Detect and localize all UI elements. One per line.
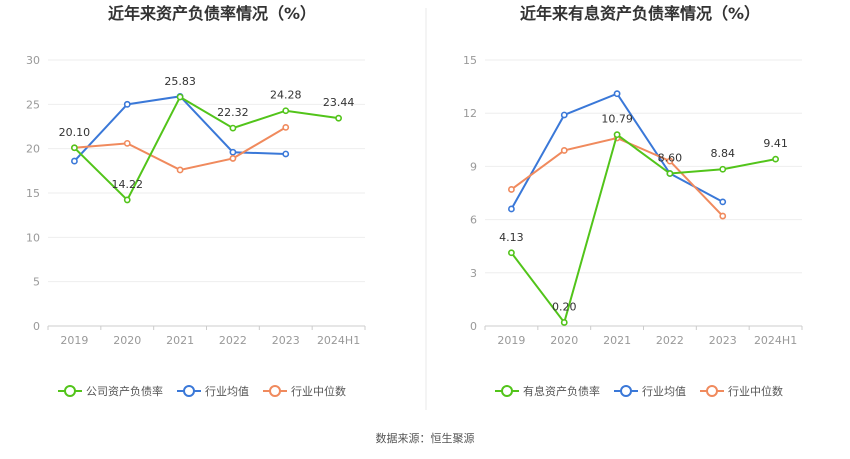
legend-label: 行业均值	[642, 385, 686, 398]
x-tick-label: 2023	[272, 334, 300, 347]
data-point	[229, 155, 237, 162]
x-tick-label: 2024H1	[317, 334, 360, 347]
data-point	[772, 155, 779, 163]
data-point	[229, 148, 237, 156]
y-tick-label: 25	[26, 98, 40, 111]
data-point	[123, 100, 131, 108]
legend-label: 公司资产负债率	[86, 384, 163, 398]
interest-debt-ratio-chart: 近年来有息资产负债率情况（%） 0 3 6 9 12 15 2019 2020 2021 2022 2…	[463, 4, 803, 398]
legend-marker	[64, 385, 76, 397]
data-label: 14.22	[112, 178, 144, 191]
legend-marker	[706, 385, 718, 397]
data-point	[508, 186, 515, 193]
data-point	[719, 212, 727, 220]
data-label: 24.28	[270, 89, 302, 102]
legend-marker	[183, 385, 195, 397]
x-tick-label: 2023	[709, 334, 737, 347]
data-point	[282, 107, 290, 115]
series-line	[73, 95, 339, 202]
legend-marker	[269, 385, 281, 397]
x-tick-label: 2021	[603, 334, 631, 347]
legend-item[interactable]: 行业均值	[177, 385, 249, 398]
data-point	[335, 114, 342, 122]
y-tick-label: 9	[470, 160, 477, 173]
data-point	[560, 147, 568, 154]
legend-marker	[501, 385, 513, 397]
legend-item[interactable]: 行业中位数	[263, 384, 346, 398]
series-line	[510, 136, 724, 217]
legend-label: 行业中位数	[291, 384, 346, 398]
x-tick-label: 2019	[60, 334, 88, 347]
data-point	[613, 131, 621, 139]
source-note: 数据来源：恒生聚源	[376, 431, 475, 445]
legend-item[interactable]: 有息资产负债率	[495, 384, 600, 398]
legend-item[interactable]: 行业均值	[614, 385, 686, 398]
data-point	[176, 93, 184, 101]
legend-item[interactable]: 行业中位数	[700, 384, 783, 398]
data-point	[560, 111, 568, 119]
y-tick-label: 15	[26, 187, 40, 200]
data-point	[282, 123, 290, 131]
chart-title: 近年来资产负债率情况（%）	[108, 4, 316, 23]
data-point	[666, 170, 674, 177]
series-line	[73, 95, 286, 162]
chart-title: 近年来有息资产负债率情况（%）	[520, 4, 760, 23]
data-point	[560, 319, 568, 326]
data-label: 9.41	[763, 137, 788, 150]
legend-label: 有息资产负债率	[523, 384, 600, 398]
data-label: 23.44	[323, 96, 355, 109]
x-tick-label: 2024H1	[754, 334, 797, 347]
y-tick-label: 30	[26, 54, 40, 67]
data-point	[71, 157, 78, 165]
y-tick-label: 0	[33, 320, 40, 333]
data-point	[71, 144, 78, 152]
x-tick-label: 2019	[497, 334, 525, 347]
y-tick-label: 3	[470, 267, 477, 280]
data-point	[666, 157, 674, 165]
data-point	[508, 205, 515, 213]
y-tick-label: 6	[470, 214, 477, 227]
data-point	[282, 150, 290, 158]
x-tick-label: 2020	[550, 334, 578, 347]
legend-label: 行业中位数	[728, 384, 783, 398]
x-tick-label: 2021	[166, 334, 194, 347]
data-label: 25.83	[164, 75, 196, 88]
y-tick-label: 12	[463, 107, 477, 120]
series-line	[510, 132, 776, 325]
series-line	[510, 92, 724, 210]
data-label: 8.84	[711, 147, 736, 160]
data-point	[229, 124, 237, 132]
x-tick-label: 2022	[656, 334, 684, 347]
y-tick-label: 15	[463, 54, 477, 67]
x-tick-label: 2022	[219, 334, 247, 347]
data-label: 22.32	[217, 106, 249, 119]
data-point	[508, 249, 515, 257]
data-point	[176, 166, 184, 174]
legend-item[interactable]: 公司资产负债率	[58, 384, 163, 398]
data-label: 8.60	[658, 151, 683, 164]
data-label: 4.13	[499, 231, 524, 244]
data-point	[123, 196, 131, 204]
data-point	[719, 198, 727, 206]
y-tick-label: 0	[470, 320, 477, 333]
data-label: 20.10	[59, 126, 91, 139]
y-tick-label: 20	[26, 143, 40, 156]
data-point	[613, 90, 621, 98]
y-tick-label: 5	[33, 276, 40, 289]
x-tick-label: 2020	[113, 334, 141, 347]
data-label: 0.20	[552, 300, 577, 313]
data-point	[719, 165, 727, 173]
legend-marker	[620, 385, 632, 397]
debt-ratio-chart: 近年来资产负债率情况（%） 0 5 10 15 20 25 30 2019 2020 2021 202…	[26, 4, 366, 398]
y-tick-label: 10	[26, 231, 40, 244]
data-label: 10.79	[601, 113, 633, 126]
data-point	[123, 139, 131, 147]
legend-label: 行业均值	[205, 385, 249, 398]
